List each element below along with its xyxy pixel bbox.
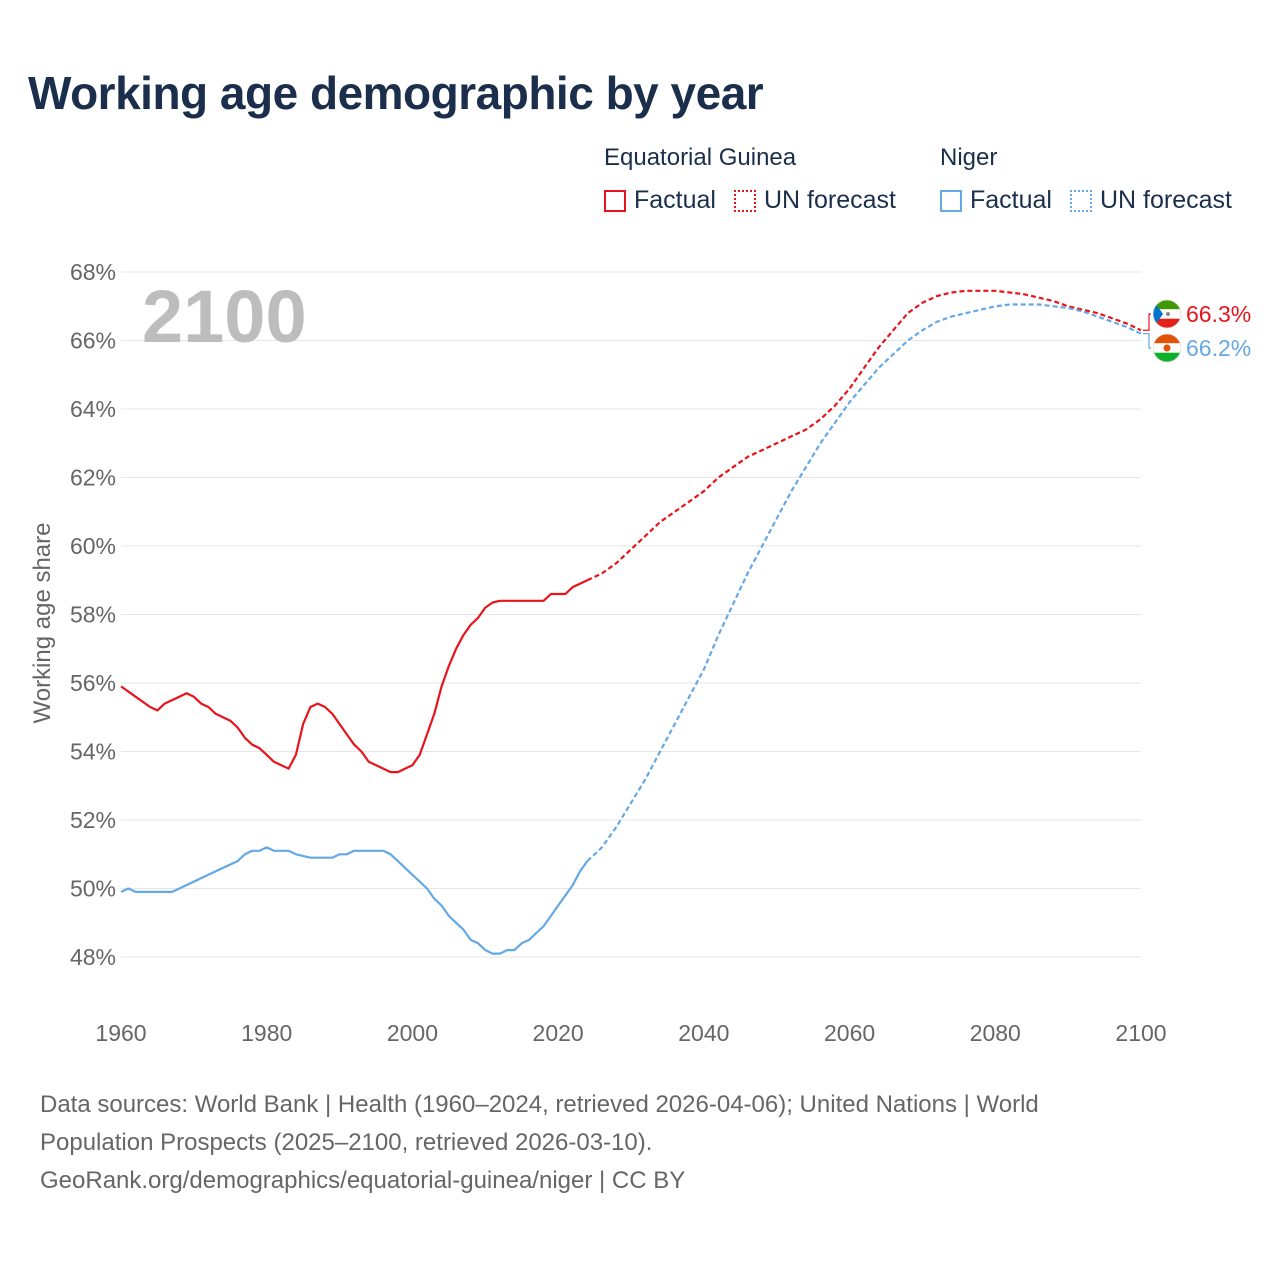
legend-group-equatorial-guinea: Equatorial Guinea Factual UN forecast	[604, 144, 914, 215]
footer-sources-line1: Data sources: World Bank | Health (1960–…	[40, 1091, 1039, 1118]
x-tick-label: 2020	[533, 1020, 584, 1046]
x-tick-label: 1960	[95, 1020, 146, 1046]
x-tick-label: 1980	[241, 1020, 292, 1046]
legend-swatch-solid-icon	[940, 189, 962, 212]
legend-label: UN forecast	[763, 186, 896, 214]
y-tick-label: 62%	[70, 465, 116, 491]
series-end-markers: 66.3% 66.2%	[1143, 299, 1251, 363]
series-end-label: 66.2%	[1186, 335, 1251, 361]
series-end-label: 66.3%	[1186, 301, 1251, 327]
footer: Data sources: World Bank | Health (1960–…	[40, 1086, 1240, 1200]
x-tick-label: 2100	[1115, 1020, 1166, 1046]
x-tick-label: 2080	[970, 1020, 1021, 1046]
legend-swatch-solid-icon	[604, 189, 626, 212]
year-watermark: 2100	[142, 275, 307, 358]
niger-flag-icon	[1152, 333, 1182, 363]
x-axis-ticks: 1960 1980 2000 2020 2040 2060 2080 2100	[95, 1020, 1166, 1046]
x-tick-label: 2040	[678, 1020, 729, 1046]
legend-group-name: Equatorial Guinea	[604, 144, 797, 171]
y-axis-label: Working age share	[29, 523, 56, 724]
series-line-forecast-niger[interactable]	[586, 303, 1142, 862]
y-tick-label: 58%	[70, 602, 116, 628]
legend-item-ne-factual[interactable]: Factual	[940, 186, 1052, 215]
series-lines	[120, 289, 1142, 955]
legend-label: UN forecast	[1099, 186, 1232, 214]
y-axis-ticks: 48% 50% 52% 54% 56% 58% 60% 62% 64% 66% 68%	[70, 259, 116, 970]
y-tick-label: 48%	[70, 944, 116, 970]
x-tick-label: 2060	[824, 1020, 875, 1046]
legend-swatch-dotted-icon	[733, 189, 756, 212]
y-tick-label: 68%	[70, 259, 116, 285]
chart-area: 48%50%52%54%56%58%60%62%64%66%68% 1960 19…	[29, 259, 1251, 1046]
series-line-forecast-equatorial-guinea[interactable]	[586, 289, 1142, 582]
y-tick-label: 56%	[70, 670, 116, 696]
legend-swatch-dotted-icon	[1069, 189, 1092, 212]
y-tick-label: 52%	[70, 807, 116, 833]
chart-title: Working age demographic by year	[28, 67, 764, 119]
footer-credit[interactable]: GeoRank.org/demographics/equatorial-guin…	[40, 1167, 686, 1194]
legend-item-ne-forecast[interactable]: UN forecast	[1069, 186, 1232, 215]
end-connector	[1143, 313, 1151, 331]
legend-item-eg-forecast[interactable]: UN forecast	[733, 186, 896, 215]
legend-label: Factual	[970, 186, 1052, 214]
y-tick-label: 64%	[70, 396, 116, 422]
y-tick-label: 54%	[70, 739, 116, 765]
y-tick-label: 50%	[70, 876, 116, 902]
legend-group-name: Niger	[940, 144, 998, 171]
series-line-factual-equatorial-guinea[interactable]	[120, 579, 588, 774]
footer-sources-line2: Population Prospects (2025–2100, retriev…	[40, 1129, 653, 1156]
legend-label: Factual	[634, 186, 716, 214]
grid-lines	[121, 271, 1141, 958]
legend-group-niger: Niger Factual UN forecast	[940, 144, 1250, 215]
y-tick-label: 60%	[70, 533, 116, 559]
y-tick-label: 66%	[70, 328, 116, 354]
end-connector	[1143, 333, 1151, 349]
series-line-factual-niger[interactable]	[120, 846, 589, 955]
x-tick-label: 2000	[387, 1020, 438, 1046]
equatorial-guinea-flag-icon	[1152, 299, 1182, 329]
legend-item-eg-factual[interactable]: Factual	[604, 186, 716, 215]
